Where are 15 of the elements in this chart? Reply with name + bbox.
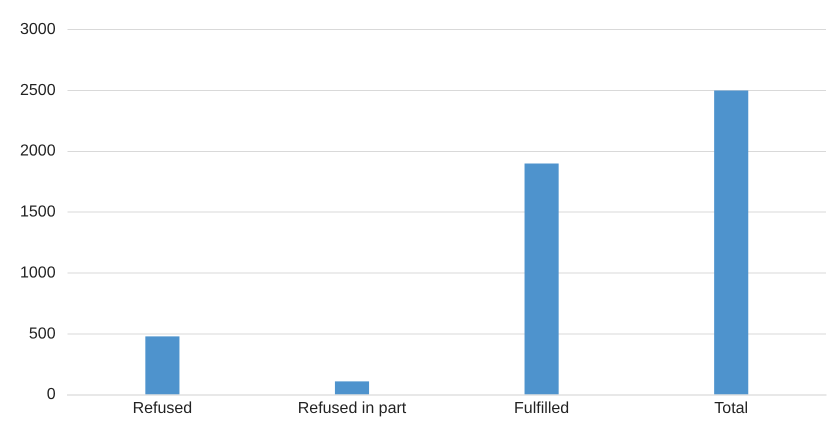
y-tick-label: 1000 — [20, 264, 56, 282]
bar — [334, 381, 370, 394]
x-tick-label: Total — [714, 400, 748, 417]
x-tick-label: Refused — [132, 400, 192, 417]
y-tick-label: 2000 — [20, 142, 56, 160]
y-tick-label: 0 — [46, 386, 56, 404]
x-tick-label: Refused in part — [298, 400, 407, 417]
bar — [524, 164, 559, 394]
y-tick-label: 500 — [28, 325, 56, 342]
bar — [145, 336, 180, 394]
x-tick-label: Fulfilled — [514, 400, 570, 417]
y-tick-label: 3000 — [20, 21, 56, 38]
y-tick-label: 1500 — [20, 204, 56, 221]
y-tick-label: 2500 — [20, 82, 56, 99]
bar — [714, 90, 748, 394]
